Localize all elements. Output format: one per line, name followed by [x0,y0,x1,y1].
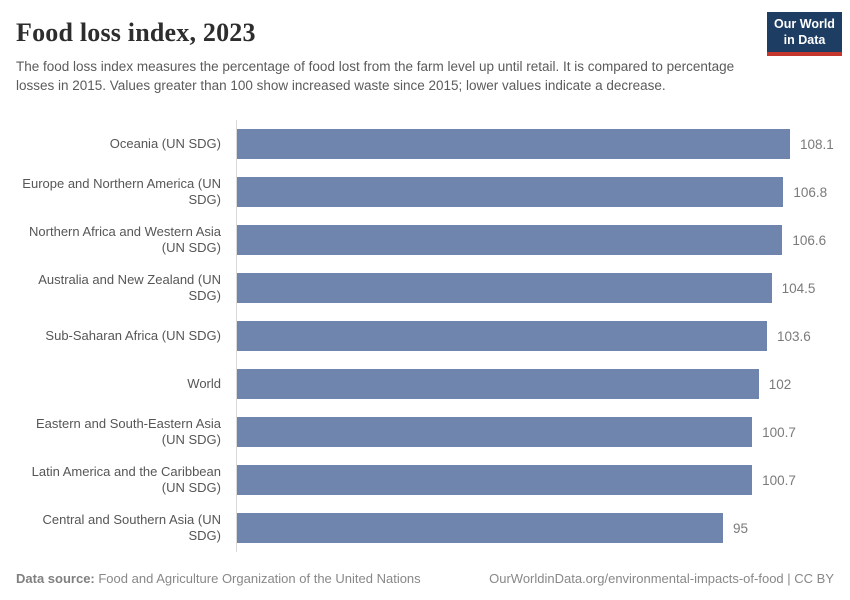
bar-chart: Oceania (UN SDG) 108.1 Europe and Northern… [16,120,834,552]
category-label: Eastern and South-Eastern Asia (UN SDG) [35,416,221,447]
category-label: Oceania (UN SDG) [109,136,221,152]
bar-row: Latin America and the Caribbean (UN SDG)… [16,456,834,504]
bar-row: Eastern and South-Eastern Asia (UN SDG) 1… [16,408,834,456]
owid-logo: Our World in Data [767,12,842,57]
bar-row: Australia and New Zealand (UN SDG) 104.5 [16,264,834,312]
plot-area: 104.5 [236,264,834,312]
footer-link[interactable]: OurWorldinData.org/environmental-impacts… [489,571,834,586]
bar[interactable] [237,513,723,543]
plot-area: 102 [236,360,834,408]
chart-subtitle: The food loss index measures the percent… [16,59,735,94]
bar-row: Central and Southern Asia (UN SDG) 95 [16,504,834,552]
plot-area: 108.1 [236,120,834,168]
bar[interactable] [237,369,759,399]
category-label: Europe and Northern America (UN SDG) [22,176,221,207]
value-label: 106.6 [792,232,827,248]
plot-area: 100.7 [236,408,834,456]
value-label: 95 [732,520,749,536]
data-source-value: Food and Agriculture Organization of the… [94,571,421,586]
bar[interactable] [237,321,767,351]
owid-logo-text-line1: Our World [774,17,835,31]
value-label: 100.7 [762,472,796,488]
bar-row: Sub-Saharan Africa (UN SDG) 103.6 [16,312,834,360]
plot-area: 106.8 [236,168,834,216]
value-label: 108.1 [800,136,834,152]
bar-row: World 102 [16,360,834,408]
category-label: World [187,376,221,392]
value-label: 104.5 [781,280,816,296]
plot-area: 106.6 [236,216,834,264]
plot-area: 100.7 [236,456,834,504]
value-label: 100.7 [762,424,796,440]
bar[interactable] [237,417,753,447]
chart-header: Food loss index, 2023 The food loss inde… [0,0,850,95]
bar[interactable] [237,129,790,159]
plot-area: 103.6 [236,312,834,360]
bar[interactable] [237,273,772,303]
bar-row: Oceania (UN SDG) 108.1 [16,120,834,168]
plot-area: 95 [236,504,834,552]
category-label: Sub-Saharan Africa (UN SDG) [45,328,221,344]
bar[interactable] [237,177,784,207]
value-label: 103.6 [776,328,811,344]
category-label: Latin America and the Caribbean (UN SDG) [31,464,221,495]
data-source-label: Data source: [16,571,95,586]
category-label: Central and Southern Asia (UN SDG) [42,512,221,543]
value-label: 102 [768,376,792,392]
bar-row: Europe and Northern America (UN SDG) 106.… [16,168,834,216]
bar[interactable] [237,225,783,255]
data-source: Data source: Food and Agriculture Organi… [16,571,421,586]
footer: Data source: Food and Agriculture Organi… [16,571,834,586]
category-label: Northern Africa and Western Asia (UN SDG… [29,224,221,255]
owid-logo-text-line2: in Data [783,32,826,47]
value-label: 106.8 [793,184,828,200]
bar[interactable] [237,465,753,495]
bar-row: Northern Africa and Western Asia (UN SDG… [16,216,834,264]
category-label: Australia and New Zealand (UN SDG) [38,272,221,303]
chart-title: Food loss index, 2023 [16,18,256,47]
